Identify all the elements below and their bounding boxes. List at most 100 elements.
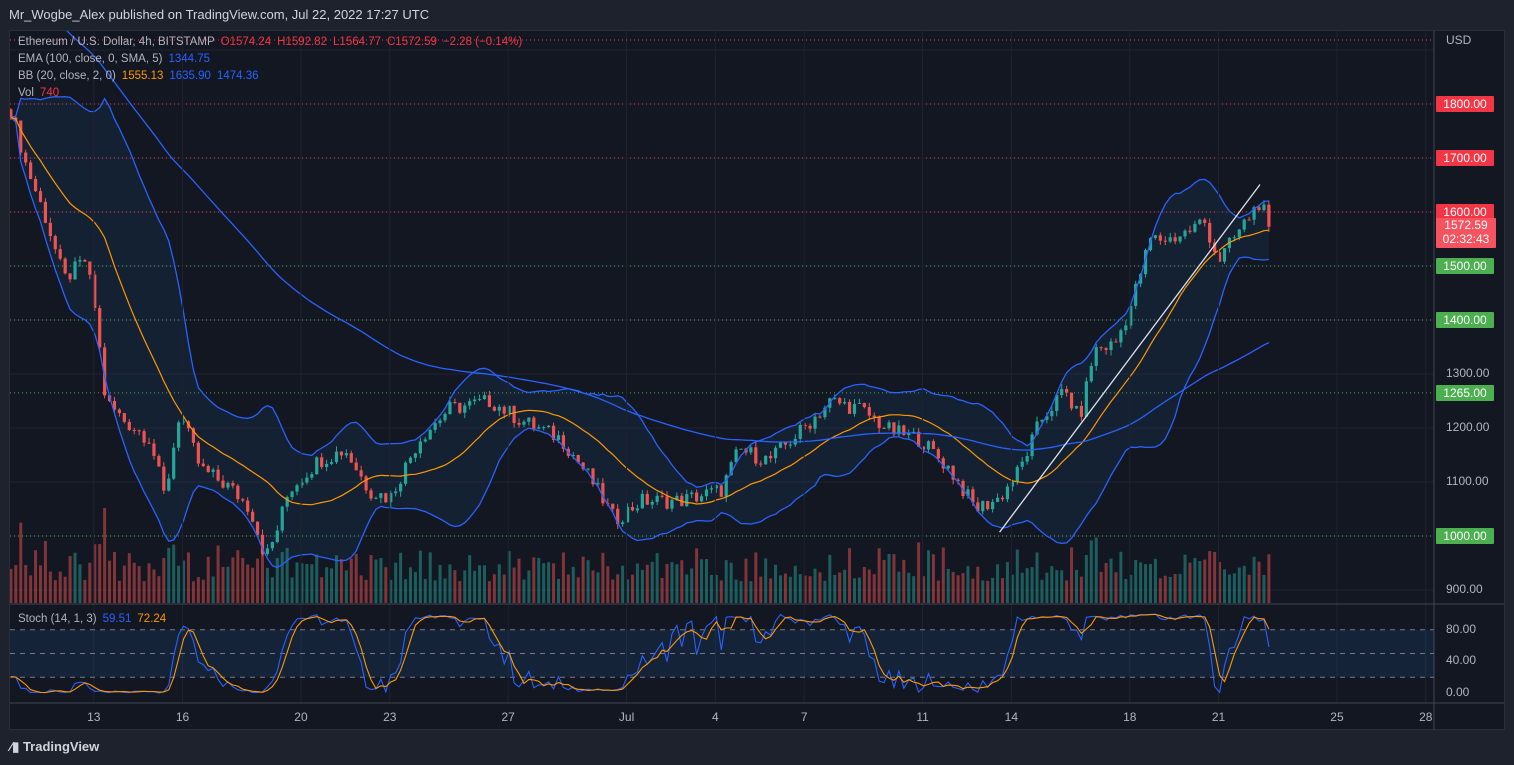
candle bbox=[1139, 274, 1143, 284]
volume-bar bbox=[1015, 549, 1019, 603]
volume-bar bbox=[384, 567, 388, 603]
volume-bar bbox=[418, 550, 422, 603]
volume-bar bbox=[29, 575, 33, 603]
volume-bar bbox=[700, 559, 704, 603]
candle bbox=[1173, 237, 1177, 242]
volume-bar bbox=[191, 581, 195, 603]
candle bbox=[971, 489, 975, 503]
candle bbox=[132, 430, 136, 432]
bb-basis-line bbox=[10, 116, 1269, 506]
volume-bar bbox=[103, 508, 107, 603]
candle bbox=[320, 457, 324, 468]
candle bbox=[1188, 230, 1192, 232]
candle bbox=[58, 249, 62, 259]
volume-bar bbox=[803, 575, 807, 603]
candle bbox=[246, 500, 250, 512]
volume-bar bbox=[1065, 580, 1069, 603]
volume-bar bbox=[1178, 573, 1182, 603]
volume-bar bbox=[1074, 569, 1078, 603]
candle bbox=[921, 446, 926, 450]
volume-bar bbox=[852, 578, 856, 603]
volume-bar bbox=[719, 580, 723, 603]
bb-lower-value: 1474.36 bbox=[216, 70, 259, 82]
legend-bb[interactable]: BB (20, close, 2, 0) 1555.13 1635.90 1474.3… bbox=[18, 70, 265, 82]
candle bbox=[1217, 252, 1222, 262]
volume-bar bbox=[260, 540, 264, 603]
volume-bar bbox=[142, 581, 146, 603]
candle bbox=[231, 482, 235, 486]
volume-bar bbox=[690, 568, 694, 603]
volume-bar bbox=[1188, 562, 1192, 603]
legend-ema[interactable]: EMA (100, close, 0, SMA, 5) 1344.75 bbox=[18, 53, 216, 65]
volume-bar bbox=[428, 552, 432, 603]
candle bbox=[1050, 410, 1054, 417]
volume-bar bbox=[892, 554, 896, 603]
volume-bar bbox=[956, 575, 960, 603]
candle bbox=[384, 493, 388, 503]
candle bbox=[265, 548, 270, 555]
volume-bar bbox=[695, 548, 699, 603]
volume-bar bbox=[423, 578, 427, 603]
volume-bar bbox=[1257, 561, 1261, 603]
volume-bar bbox=[897, 571, 901, 603]
candle bbox=[995, 497, 1000, 502]
volume-bar bbox=[561, 552, 565, 603]
volume-bar bbox=[946, 568, 950, 603]
candle bbox=[532, 417, 536, 429]
main-pane bbox=[10, 31, 1434, 603]
volume-bar bbox=[843, 569, 847, 603]
volume-bar bbox=[157, 576, 161, 603]
candle bbox=[635, 508, 640, 511]
volume-bar bbox=[813, 568, 817, 603]
volume-bar bbox=[714, 574, 718, 603]
candle bbox=[433, 423, 437, 430]
candle bbox=[1089, 365, 1093, 382]
time-tick: 14 bbox=[1004, 710, 1019, 724]
volume-bar bbox=[413, 572, 417, 603]
candle bbox=[1262, 204, 1266, 211]
candle bbox=[581, 462, 585, 470]
candle bbox=[1158, 235, 1162, 241]
volume-bar bbox=[734, 579, 738, 603]
candle bbox=[714, 485, 718, 489]
candle bbox=[260, 534, 265, 555]
tradingview-logo[interactable]: ⁄▮ TradingView bbox=[10, 739, 99, 755]
volume-bar bbox=[759, 576, 763, 603]
candle bbox=[1252, 207, 1256, 220]
candle bbox=[542, 427, 546, 429]
candle bbox=[497, 406, 501, 411]
legend-vol[interactable]: Vol 740 bbox=[18, 87, 65, 99]
candle bbox=[68, 273, 72, 280]
candle bbox=[936, 449, 940, 459]
candle bbox=[818, 416, 822, 418]
volume-bar bbox=[798, 574, 802, 603]
candle bbox=[670, 499, 674, 509]
candle bbox=[724, 475, 728, 497]
candle bbox=[764, 455, 768, 465]
volume-bar bbox=[749, 581, 753, 603]
volume-bar bbox=[882, 559, 886, 603]
candle bbox=[1025, 456, 1029, 462]
volume-bar bbox=[241, 557, 245, 603]
stoch-label: Stoch (14, 1, 3) bbox=[18, 613, 97, 625]
candle bbox=[251, 511, 255, 522]
candle bbox=[931, 441, 936, 450]
candle bbox=[329, 462, 334, 464]
volume-bar bbox=[1040, 579, 1044, 603]
candle bbox=[729, 462, 733, 476]
volume-bar bbox=[857, 577, 861, 603]
chart-frame[interactable] bbox=[9, 30, 1505, 730]
candle bbox=[477, 399, 482, 401]
stoch-d-value: 72.24 bbox=[137, 613, 167, 625]
volume-bar bbox=[1000, 578, 1004, 603]
vol-label: Vol bbox=[18, 87, 34, 99]
volume-bar bbox=[823, 580, 827, 603]
volume-bar bbox=[177, 565, 181, 603]
volume-bar bbox=[315, 554, 319, 603]
candle bbox=[349, 453, 353, 463]
candle bbox=[19, 120, 23, 153]
volume-bar bbox=[635, 563, 639, 603]
volume-bar bbox=[774, 564, 778, 603]
legend-stoch[interactable]: Stoch (14, 1, 3) 59.51 72.24 bbox=[18, 613, 172, 625]
